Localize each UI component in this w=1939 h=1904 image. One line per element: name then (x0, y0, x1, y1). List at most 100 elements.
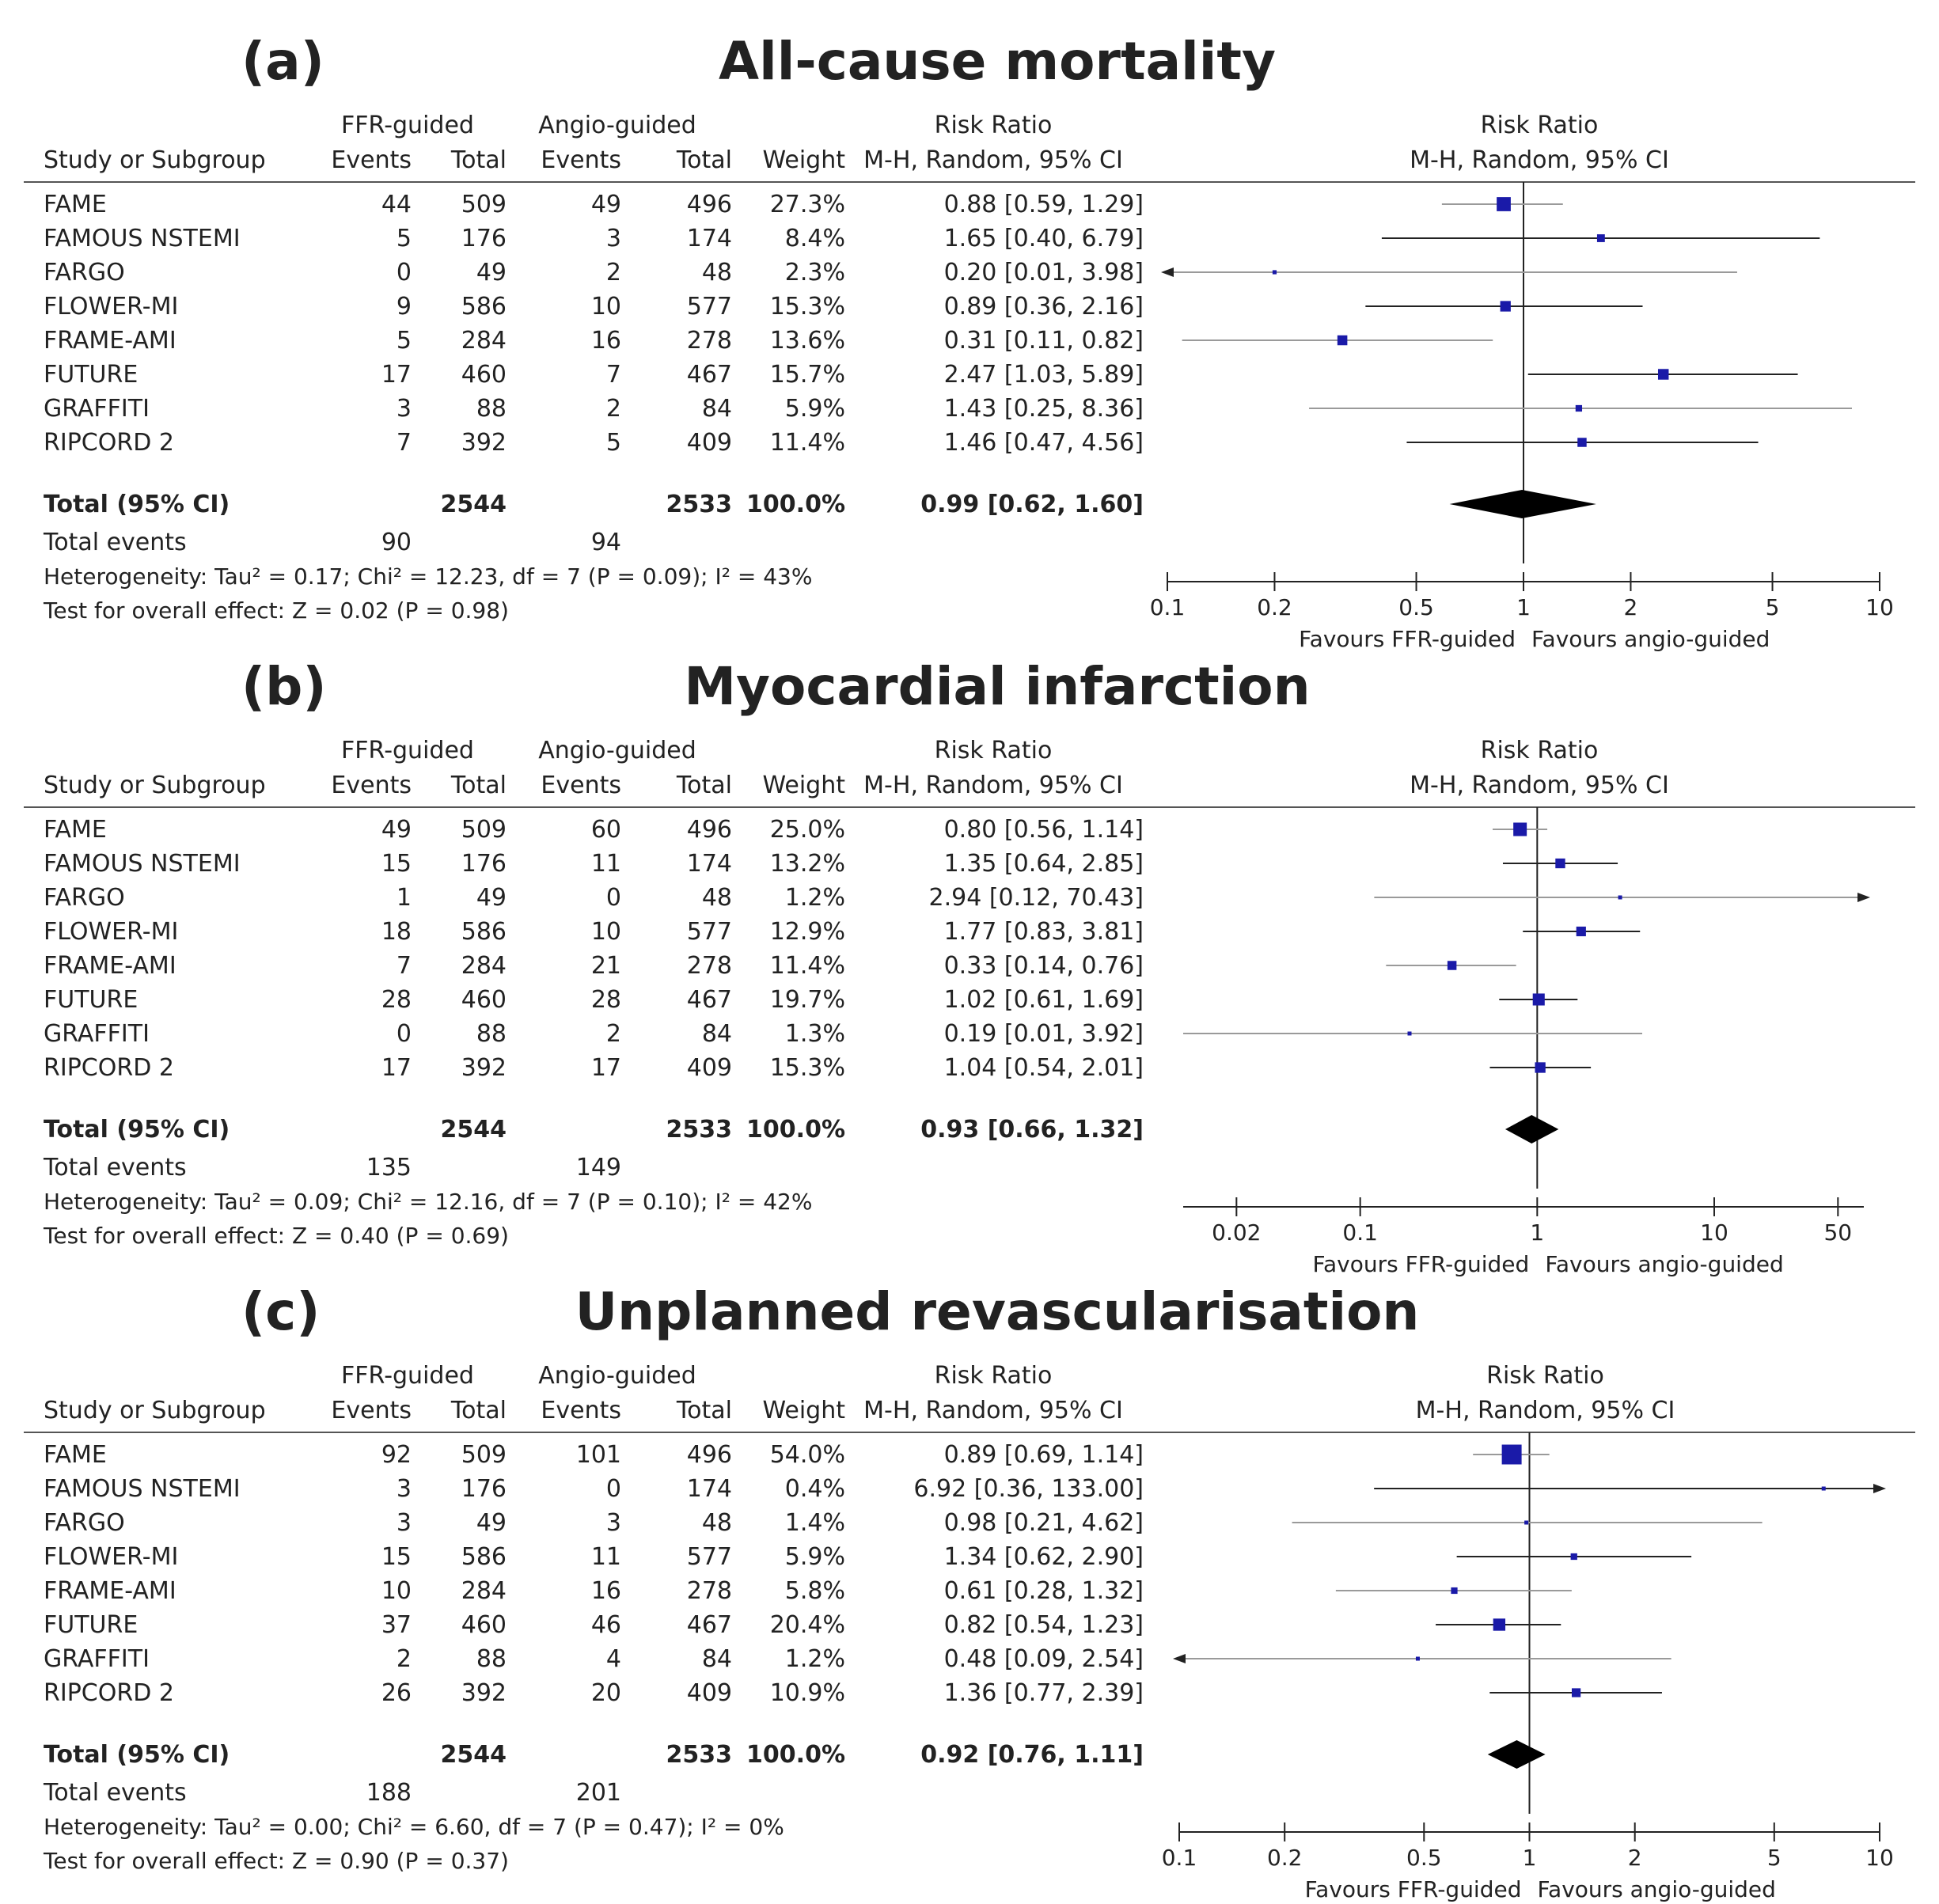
ffr-events: 18 (381, 918, 412, 946)
total-events-label: Total events (43, 1154, 187, 1181)
header-risk-ratio-plot: Risk Ratio (1481, 737, 1599, 764)
risk-ratio-ci: 2.47 [1.03, 5.89] (944, 361, 1144, 389)
x-tick-label: 50 (1823, 1219, 1852, 1246)
header-ffr-total: Total (450, 772, 507, 799)
point-estimate (1451, 1587, 1458, 1595)
ffr-total: 176 (461, 1475, 507, 1503)
study-name: GRAFFITI (44, 1020, 150, 1048)
x-tick-label: 10 (1865, 1845, 1894, 1871)
risk-ratio-ci: 0.98 [0.21, 4.62] (944, 1509, 1144, 1537)
ffr-events: 3 (397, 395, 412, 423)
favours-right-label: Favours angio-guided (1531, 626, 1770, 652)
angio-events: 2 (606, 1020, 621, 1048)
risk-ratio-ci: 6.92 [0.36, 133.00] (913, 1475, 1144, 1503)
x-tick-label: 0.2 (1257, 594, 1292, 620)
study-weight: 5.9% (785, 395, 845, 423)
favours-right-label: Favours angio-guided (1538, 1876, 1776, 1902)
ffr-events: 3 (397, 1475, 412, 1503)
angio-events: 21 (591, 952, 621, 980)
study-weight: 15.7% (770, 361, 845, 389)
angio-total: 409 (687, 1054, 732, 1082)
study-name: FRAME-AMI (44, 952, 176, 980)
ffr-total: 176 (461, 850, 507, 878)
risk-ratio-ci: 0.48 [0.09, 2.54] (944, 1645, 1144, 1673)
pooled-diamond (1487, 1740, 1546, 1769)
header-weight: Weight (762, 1397, 845, 1424)
total-label: Total (95% CI) (44, 1741, 230, 1769)
angio-total: 278 (687, 327, 732, 355)
risk-ratio-ci: 1.34 [0.62, 2.90] (944, 1543, 1144, 1571)
ffr-events: 1 (397, 884, 412, 912)
header-study: Study or Subgroup (44, 1397, 266, 1424)
ffr-events: 5 (397, 327, 412, 355)
header-angio-total: Total (676, 1397, 732, 1424)
angio-events: 3 (606, 225, 621, 252)
angio-total: 409 (687, 429, 732, 457)
total-angio: 2533 (666, 1116, 733, 1144)
x-tick-label: 10 (1700, 1219, 1728, 1246)
study-weight: 19.7% (770, 986, 845, 1014)
angio-total: 174 (687, 225, 732, 252)
favours-right-label: Favours angio-guided (1545, 1251, 1783, 1277)
angio-total: 496 (687, 191, 732, 218)
angio-events: 49 (591, 191, 621, 218)
total-events-ffr: 188 (366, 1779, 412, 1807)
x-tick-label: 0.5 (1406, 1845, 1442, 1871)
risk-ratio-ci: 0.88 [0.59, 1.29] (944, 191, 1144, 218)
study-name: FAME (44, 191, 107, 218)
study-name: FLOWER-MI (44, 293, 178, 320)
point-estimate (1575, 404, 1583, 412)
total-ci: 0.99 [0.62, 1.60] (920, 491, 1144, 518)
header-ffr-total: Total (450, 146, 507, 174)
point-estimate (1618, 895, 1622, 900)
study-name: FLOWER-MI (44, 918, 178, 946)
study-name: FARGO (44, 884, 125, 912)
angio-events: 2 (606, 395, 621, 423)
ffr-events: 49 (381, 816, 412, 844)
risk-ratio-ci: 1.04 [0.54, 2.01] (944, 1054, 1144, 1082)
ffr-total: 88 (476, 395, 507, 423)
risk-ratio-ci: 0.31 [0.11, 0.82] (944, 327, 1144, 355)
x-tick-label: 1 (1516, 594, 1531, 620)
angio-events: 0 (606, 884, 621, 912)
total-weight: 100.0% (746, 491, 845, 518)
angio-events: 0 (606, 1475, 621, 1503)
angio-events: 7 (606, 361, 621, 389)
ci-arrow-left (1173, 1654, 1186, 1663)
point-estimate (1513, 822, 1527, 836)
study-weight: 54.0% (770, 1441, 845, 1469)
ffr-events: 92 (381, 1441, 412, 1469)
total-angio: 2533 (666, 491, 733, 518)
header-angio-total: Total (676, 146, 732, 174)
total-angio: 2533 (666, 1741, 733, 1769)
total-weight: 100.0% (746, 1116, 845, 1144)
point-estimate (1337, 335, 1348, 346)
risk-ratio-ci: 0.19 [0.01, 3.92] (944, 1020, 1144, 1048)
overall-effect-text: Test for overall effect: Z = 0.40 (P = 0… (43, 1223, 509, 1249)
x-tick-label: 10 (1865, 594, 1894, 620)
header-study: Study or Subgroup (44, 146, 266, 174)
point-estimate (1577, 438, 1587, 447)
angio-total: 48 (702, 884, 732, 912)
header-ffr-group: FFR-guided (341, 112, 474, 139)
ci-arrow-right (1873, 1484, 1886, 1493)
study-name: RIPCORD 2 (44, 429, 174, 457)
header-angio-group: Angio-guided (538, 1362, 696, 1390)
angio-events: 11 (591, 850, 621, 878)
risk-ratio-ci: 1.46 [0.47, 4.56] (944, 429, 1144, 457)
angio-events: 60 (591, 816, 621, 844)
header-risk-ratio: Risk Ratio (935, 112, 1053, 139)
point-estimate (1532, 993, 1545, 1006)
angio-total: 84 (702, 1645, 732, 1673)
study-name: FAMOUS NSTEMI (44, 1475, 241, 1503)
angio-events: 5 (606, 429, 621, 457)
ffr-events: 0 (397, 259, 412, 286)
study-weight: 13.6% (770, 327, 845, 355)
angio-total: 48 (702, 259, 732, 286)
header-ffr-events: Events (331, 772, 412, 799)
angio-events: 101 (576, 1441, 621, 1469)
ffr-total: 49 (476, 1509, 507, 1537)
point-estimate (1576, 926, 1586, 937)
header-rr-method: M-H, Random, 95% CI (863, 772, 1123, 799)
angio-total: 84 (702, 395, 732, 423)
